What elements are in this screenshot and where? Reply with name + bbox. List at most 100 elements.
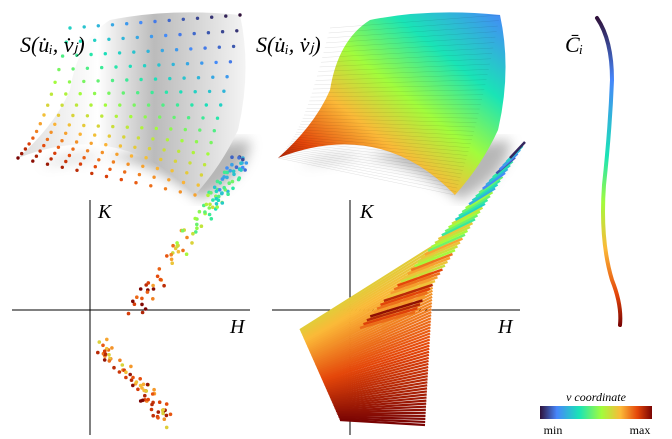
sample-point bbox=[111, 79, 114, 82]
sample-point bbox=[31, 136, 34, 139]
sample-point bbox=[177, 150, 180, 153]
sample-point bbox=[201, 116, 204, 119]
sample-point bbox=[90, 172, 93, 175]
scatter-point bbox=[136, 388, 140, 392]
scatter-point bbox=[142, 383, 146, 387]
scatter-point bbox=[143, 394, 147, 398]
sample-point bbox=[89, 103, 92, 106]
sample-point bbox=[134, 181, 137, 184]
sample-point bbox=[154, 77, 157, 80]
sample-point bbox=[203, 46, 206, 49]
scatter-point bbox=[147, 281, 151, 285]
scatter-point bbox=[138, 377, 142, 381]
sample-point bbox=[133, 146, 136, 149]
scatter-stroke bbox=[337, 413, 425, 414]
sample-point bbox=[219, 103, 222, 106]
sample-point bbox=[221, 30, 224, 33]
scatter-points bbox=[96, 155, 248, 429]
sample-point bbox=[75, 169, 78, 172]
panel-label: C̄ᵢ bbox=[565, 32, 583, 57]
scatter-point bbox=[161, 412, 165, 416]
sample-point bbox=[150, 35, 153, 38]
scatter-point bbox=[223, 171, 227, 175]
sample-point bbox=[190, 103, 193, 106]
sample-point bbox=[20, 152, 23, 155]
figure: S(u̇ᵢ, v̇ⱼ) S(u̇ᵢ, v̇ⱼ) C̄ᵢ K H K H v co… bbox=[0, 0, 672, 439]
sample-point bbox=[42, 113, 45, 116]
scatter-point bbox=[211, 206, 215, 210]
sample-point bbox=[100, 66, 103, 69]
sample-point bbox=[161, 103, 164, 106]
sample-point bbox=[49, 131, 52, 134]
sample-point bbox=[140, 126, 143, 129]
sample-point bbox=[108, 168, 111, 171]
sample-point bbox=[209, 141, 212, 144]
scatter-point bbox=[200, 224, 204, 228]
sample-point bbox=[121, 37, 124, 40]
sample-point bbox=[176, 103, 179, 106]
scatter-point bbox=[96, 351, 100, 355]
sample-point bbox=[79, 162, 82, 165]
sample-point bbox=[195, 140, 198, 143]
sample-point bbox=[178, 33, 181, 36]
sample-point bbox=[75, 103, 78, 106]
sample-point bbox=[111, 23, 114, 26]
sample-point bbox=[111, 125, 114, 128]
sample-point bbox=[182, 76, 185, 79]
sample-point bbox=[174, 160, 177, 163]
scatter-point bbox=[135, 295, 139, 299]
scatter-point bbox=[245, 161, 249, 165]
scatter-point bbox=[151, 392, 155, 396]
scatter-point bbox=[150, 408, 154, 412]
curve bbox=[597, 18, 620, 325]
scatter-point bbox=[140, 386, 144, 390]
sample-point bbox=[197, 183, 200, 186]
scatter-point bbox=[181, 229, 185, 233]
scatter-point bbox=[170, 261, 174, 265]
sample-point bbox=[27, 142, 30, 145]
sample-point bbox=[86, 67, 89, 70]
sample-point bbox=[210, 16, 213, 19]
sample-point bbox=[207, 31, 210, 34]
sample-point bbox=[144, 156, 147, 159]
sample-point bbox=[126, 163, 129, 166]
sample-point bbox=[89, 53, 92, 56]
sample-point bbox=[115, 153, 118, 156]
sample-point bbox=[97, 124, 100, 127]
scatter-point bbox=[146, 290, 150, 294]
axis-label: K bbox=[359, 201, 375, 223]
scatter-point bbox=[221, 177, 225, 181]
sample-point bbox=[152, 176, 155, 179]
sample-point bbox=[157, 63, 160, 66]
sample-point bbox=[170, 169, 173, 172]
sample-point bbox=[82, 80, 85, 83]
sample-point bbox=[82, 156, 85, 159]
scatter-point bbox=[231, 187, 235, 191]
sample-point bbox=[172, 63, 175, 66]
sample-point bbox=[79, 92, 82, 95]
sample-point bbox=[129, 65, 132, 68]
scatter-point bbox=[205, 203, 209, 207]
scatter-point bbox=[185, 252, 189, 256]
sample-point bbox=[229, 60, 232, 63]
sample-point bbox=[161, 49, 164, 52]
scatter-point bbox=[208, 203, 212, 207]
sample-point bbox=[138, 173, 141, 176]
sample-point bbox=[61, 166, 64, 169]
sample-point bbox=[125, 22, 128, 25]
sample-point bbox=[165, 91, 168, 94]
sample-point bbox=[118, 103, 121, 106]
sample-point bbox=[151, 137, 154, 140]
scatter-point bbox=[165, 426, 169, 430]
sample-point bbox=[60, 104, 63, 107]
scatter-point bbox=[225, 166, 229, 170]
scatter-point bbox=[150, 403, 154, 407]
sample-point bbox=[164, 187, 167, 190]
sample-point bbox=[105, 175, 108, 178]
sample-point bbox=[148, 147, 151, 150]
sample-point bbox=[90, 142, 93, 145]
scatter-point bbox=[215, 202, 219, 206]
sample-point bbox=[107, 92, 110, 95]
scatter-point bbox=[152, 388, 156, 392]
colorbar bbox=[540, 406, 652, 419]
